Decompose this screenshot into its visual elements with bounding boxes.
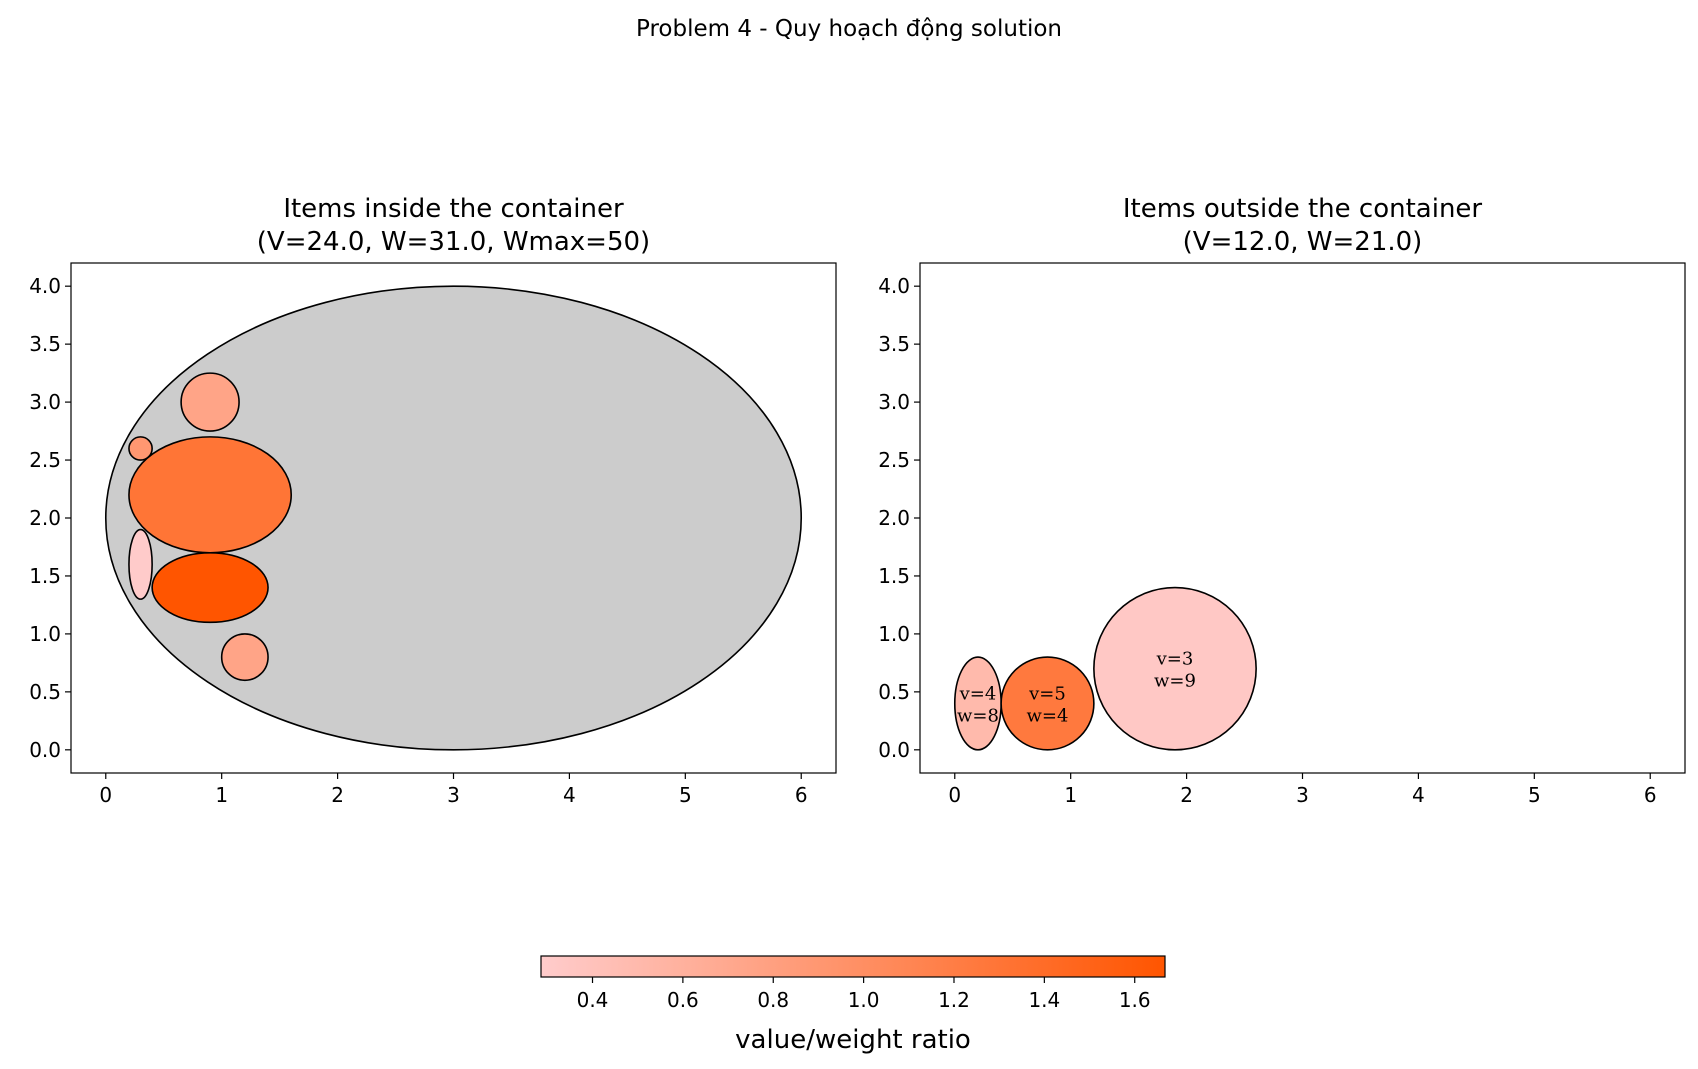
y-tick-label: 2.5 bbox=[878, 448, 910, 472]
colorbar-tick-label: 0.6 bbox=[667, 988, 699, 1012]
x-tick-label: 6 bbox=[1644, 783, 1657, 807]
x-tick-label: 5 bbox=[1528, 783, 1541, 807]
y-tick-label: 1.5 bbox=[29, 564, 61, 588]
panel-title: Items outside the container bbox=[1123, 194, 1483, 224]
y-tick-label: 4.0 bbox=[878, 274, 910, 298]
y-tick-label: 3.5 bbox=[29, 332, 61, 356]
y-tick-label: 3.5 bbox=[878, 332, 910, 356]
y-tick-label: 1.5 bbox=[878, 564, 910, 588]
y-tick-label: 2.5 bbox=[29, 448, 61, 472]
colorbar-tick-label: 1.6 bbox=[1119, 988, 1151, 1012]
colorbar-label: value/weight ratio bbox=[735, 1025, 971, 1055]
x-tick-label: 2 bbox=[331, 783, 344, 807]
x-tick-label: 0 bbox=[99, 783, 112, 807]
item-value-label: v=3 bbox=[1156, 649, 1194, 670]
item-ellipse bbox=[128, 436, 153, 461]
item-ellipse bbox=[151, 551, 269, 624]
plot-area bbox=[104, 285, 803, 751]
panel-outside: Items outside the container(V=12.0, W=21… bbox=[878, 194, 1686, 807]
panel-subtitle: (V=24.0, W=31.0, Wmax=50) bbox=[257, 227, 650, 257]
item-weight-label: w=9 bbox=[1154, 671, 1196, 692]
x-tick-label: 2 bbox=[1180, 783, 1193, 807]
y-tick-label: 3.0 bbox=[29, 390, 61, 414]
y-tick-label: 0.5 bbox=[878, 680, 910, 704]
item-ellipse bbox=[128, 436, 293, 554]
x-tick-label: 3 bbox=[447, 783, 460, 807]
panel-title: Items inside the container bbox=[283, 194, 624, 224]
x-tick-label: 4 bbox=[1412, 783, 1425, 807]
y-tick-label: 0.5 bbox=[29, 680, 61, 704]
plot-area: v=4w=8 v=5w=4 v=3w=9 bbox=[953, 586, 1257, 751]
item-weight-label: w=8 bbox=[957, 705, 999, 726]
x-tick-label: 3 bbox=[1296, 783, 1309, 807]
colorbar: 0.4 0.6 0.8 1.0 1.2 1.4 1.6 value/weight ratio bbox=[540, 955, 1166, 1055]
x-tick-label: 0 bbox=[948, 783, 961, 807]
panel-subtitle: (V=12.0, W=21.0) bbox=[1183, 227, 1423, 257]
x-tick-label: 1 bbox=[1064, 783, 1077, 807]
y-tick-label: 2.0 bbox=[29, 506, 61, 530]
colorbar-tick-label: 1.2 bbox=[938, 988, 970, 1012]
colorbar-tick-label: 0.4 bbox=[577, 988, 609, 1012]
colorbar-tick-label: 0.8 bbox=[757, 988, 789, 1012]
item-ellipse bbox=[220, 633, 269, 682]
y-tick-label: 1.0 bbox=[878, 622, 910, 646]
item-value-label: v=4 bbox=[959, 683, 997, 704]
item-ellipse bbox=[128, 528, 153, 600]
item-value-label: v=5 bbox=[1028, 683, 1066, 704]
colorbar-tick-label: 1.4 bbox=[1028, 988, 1060, 1012]
y-tick-label: 1.0 bbox=[29, 622, 61, 646]
x-tick-label: 4 bbox=[563, 783, 576, 807]
colorbar-tick-label: 1.0 bbox=[848, 988, 880, 1012]
y-tick-label: 0.0 bbox=[878, 738, 910, 762]
y-tick-label: 4.0 bbox=[29, 274, 61, 298]
item-ellipse bbox=[1093, 586, 1257, 751]
x-tick-label: 6 bbox=[795, 783, 808, 807]
panel-inside: Items inside the container(V=24.0, W=31.… bbox=[29, 194, 837, 807]
item-ellipse bbox=[180, 372, 240, 432]
x-tick-label: 1 bbox=[215, 783, 228, 807]
item-weight-label: w=4 bbox=[1027, 705, 1069, 726]
suptitle: Problem 4 - Quy hoạch động solution bbox=[636, 16, 1062, 42]
container-ellipse bbox=[104, 285, 803, 751]
x-tick-label: 5 bbox=[679, 783, 692, 807]
y-tick-label: 0.0 bbox=[29, 738, 61, 762]
colorbar-gradient bbox=[540, 955, 1166, 978]
y-tick-label: 3.0 bbox=[878, 390, 910, 414]
y-tick-label: 2.0 bbox=[878, 506, 910, 530]
item-ellipse bbox=[1000, 656, 1095, 751]
